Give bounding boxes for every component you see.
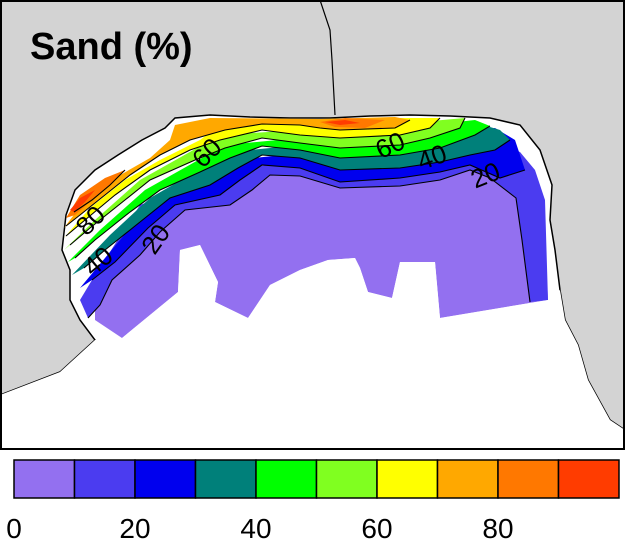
- legend-tick-80: 80: [482, 513, 513, 544]
- legend-bin-1: [73, 459, 136, 499]
- legend-tick-0: 0: [6, 513, 22, 544]
- state-boundary: [319, 0, 336, 116]
- legend-bin-4: [255, 459, 318, 499]
- legend-bin-3: [194, 459, 257, 499]
- map-title: Sand (%): [30, 26, 193, 68]
- contour-line: [69, 117, 466, 246]
- contour-line: [83, 139, 511, 269]
- legend-bin-8: [497, 459, 560, 499]
- legend-bin-9: [557, 459, 620, 499]
- contour-lines: [65, 117, 531, 319]
- sand-map: 80 60 60 40 40 20 20: [0, 0, 625, 450]
- legend-bins: [13, 459, 620, 499]
- contour-line: [65, 119, 411, 227]
- contour-line: [87, 169, 531, 319]
- legend-bin-6: [376, 459, 439, 499]
- legend-bin-0: [13, 459, 76, 499]
- contour-line: [74, 125, 491, 259]
- color-legend: 0 20 40 60 80: [6, 459, 620, 544]
- band-30-40: [72, 124, 510, 275]
- band-20-30: [80, 128, 525, 288]
- no-data-region: [0, 245, 625, 450]
- band-60-70: [64, 118, 440, 238]
- contour-line: [65, 117, 441, 237]
- contour-line: [73, 169, 126, 213]
- legend-tick-20: 20: [119, 513, 150, 544]
- contour-line: [91, 164, 526, 281]
- legend-bin-5: [315, 459, 378, 499]
- map-frame: [0, 0, 625, 450]
- legend-tick-40: 40: [240, 513, 271, 544]
- legend-tick-60: 60: [361, 513, 392, 544]
- legend-bin-2: [134, 459, 197, 499]
- legend-bin-7: [436, 459, 499, 499]
